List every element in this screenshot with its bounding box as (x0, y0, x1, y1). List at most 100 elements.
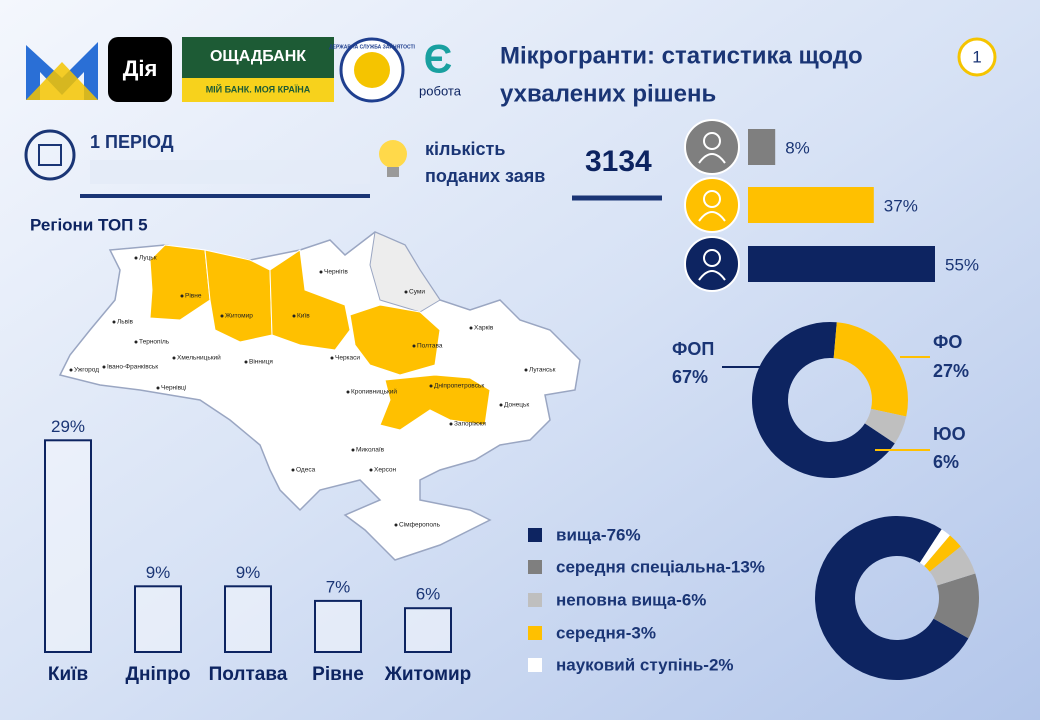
bulb-base (387, 167, 399, 177)
category-label: Полтава (209, 664, 288, 685)
logo-ye: Є (424, 38, 452, 82)
value-label: 6% (416, 585, 441, 604)
city-dot (292, 314, 296, 318)
logo-bank-text: ОЩАДБАНК (210, 48, 306, 65)
donut-segment (919, 529, 950, 566)
applications-label: поданих заяв (425, 166, 545, 186)
city-label: Чернігів (324, 268, 348, 276)
category-label: Київ (48, 664, 88, 685)
city-label: Полтава (417, 343, 443, 350)
icon-head (703, 249, 721, 267)
region-kyiv (269, 249, 351, 351)
legend-label: науковий ступінь-2% (556, 655, 734, 674)
title: ухвалених рішень (500, 80, 716, 107)
city-label: Вінниця (249, 358, 273, 366)
bar (748, 129, 776, 165)
value-label: 55% (945, 255, 979, 274)
city-dot (180, 294, 184, 298)
region-poltava (349, 304, 441, 376)
legend-swatch (528, 560, 542, 574)
applications-value: 3134 (585, 145, 652, 178)
logo-service-text: ДЕРЖАВНА СЛУЖБА ЗАЙНЯТОСТІ (329, 42, 415, 50)
city-label: Харків (474, 324, 494, 332)
value-label: 6% (933, 452, 959, 472)
icon-body (698, 211, 726, 222)
category-label: ФОП (672, 339, 714, 359)
donut-segment (833, 322, 908, 417)
city-dot (319, 270, 323, 274)
region-dnipro (379, 374, 491, 431)
category-label: Житомир (384, 664, 472, 685)
city-label: Львів (117, 318, 134, 326)
city-dot (404, 290, 408, 294)
city-label: Одеса (296, 467, 316, 474)
city-dot (351, 448, 355, 452)
city-dot (346, 390, 350, 394)
bar (44, 439, 92, 653)
city-label: Миколаїв (356, 447, 385, 454)
region-zhytomyr (204, 249, 273, 343)
page-number: 1 (972, 47, 981, 66)
bar (748, 187, 874, 223)
city-dot (244, 360, 248, 364)
value-label: 37% (884, 196, 918, 215)
period: 1 ПЕРІОД (90, 132, 174, 152)
city-label: Дніпропетровськ (434, 382, 484, 390)
city-dot (172, 356, 176, 360)
value-label: 9% (236, 563, 261, 582)
city-dot (449, 422, 453, 426)
map-labels: Луцьк Рівне Житомир Київ Чернігів Суми Харків П… (69, 255, 556, 529)
logo-bank-strip (182, 78, 334, 102)
city-label: Суми (409, 289, 425, 296)
city-label: Житомир (225, 313, 253, 320)
legend-swatch (528, 658, 542, 672)
legend-swatch (528, 593, 542, 607)
donut-segment (933, 573, 979, 639)
city-dot (112, 320, 116, 324)
city-label: Херсон (374, 467, 397, 474)
city-dot (429, 384, 433, 388)
calendar-icon-body (38, 144, 62, 166)
city-dot (220, 314, 224, 318)
city-label: Хмельницький (177, 354, 221, 362)
city-label: Київ (297, 313, 310, 320)
value-label: 9% (146, 563, 171, 582)
city-dot (69, 368, 73, 372)
category-icon (684, 236, 740, 292)
city-dot (469, 326, 473, 330)
icon-head (703, 190, 721, 208)
region-sumy (369, 231, 441, 313)
city-dot (499, 403, 503, 407)
applications-label: кількість (425, 139, 505, 159)
donut-segment (924, 535, 961, 572)
legend-label: неповна вища-6% (556, 590, 706, 609)
city-label: Кропивницький (351, 388, 397, 396)
city-dot (330, 356, 334, 360)
category-icon (684, 119, 740, 175)
city-dot (291, 468, 295, 472)
city-label: Рівне (185, 292, 202, 300)
city-dot (412, 344, 416, 348)
city-label: Луцьк (139, 255, 157, 262)
city-label: Ужгород (74, 367, 99, 374)
legend-swatch (528, 528, 542, 542)
category-label: ФО (933, 332, 962, 352)
donut-segment (864, 408, 907, 444)
legend-label: вища-76% (556, 525, 641, 544)
category-icon (684, 177, 740, 233)
city-label: Тернопіль (139, 338, 170, 346)
city-dot (134, 256, 138, 260)
logo-bank-slogan: МІЙ БАНК. МОЯ КРАЇНА (206, 83, 311, 94)
bar (748, 246, 935, 282)
city-label: Луганськ (529, 367, 556, 374)
logo-bar: Дія ОЩАДБАНК МІЙ БАНК. МОЯ КРАЇНА ДЕРЖАВ… (26, 37, 462, 103)
city-dot (156, 386, 160, 390)
map-title: Регіони ТОП 5 (30, 215, 148, 234)
title: Мікрогранти: статистика щодо (500, 42, 863, 69)
value-label: 67% (672, 367, 708, 387)
category-label: Дніпро (126, 664, 191, 685)
bar (134, 585, 182, 653)
page-badge (957, 37, 997, 77)
city-label: Івано-Франківськ (107, 363, 158, 371)
